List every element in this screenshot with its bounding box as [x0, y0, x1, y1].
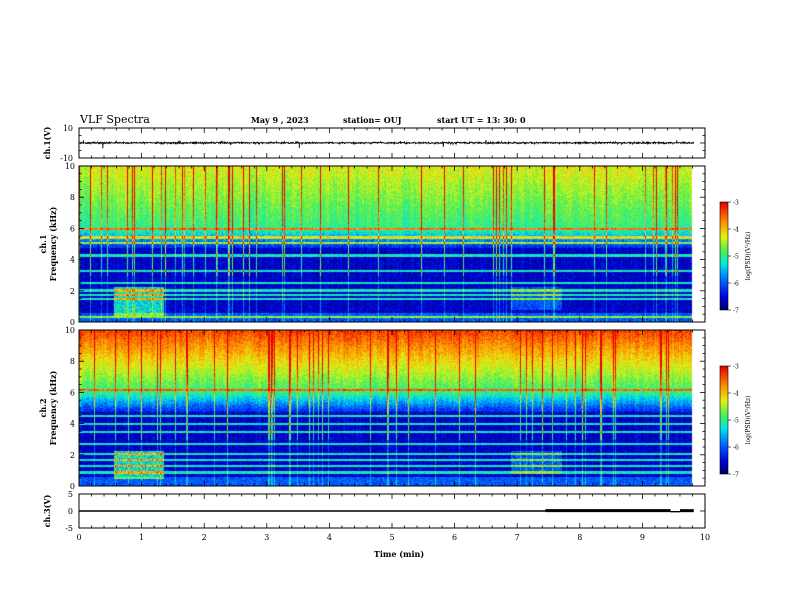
time-axis-label: Time (min) [374, 549, 424, 559]
station-label: station= OUJ [343, 115, 402, 125]
ch2-colorbar: -3 -4 -5 -6 -7 log(PSD)(V²/Hz) [719, 364, 752, 479]
ch1-colorbar-ticks: -3 -4 -5 -6 -7 [728, 200, 739, 315]
colorbar-tick-label: -5 [733, 418, 739, 425]
frequency-tick-label: 10 [65, 326, 75, 335]
frequency-tick-label: 8 [70, 357, 75, 366]
frequency-tick-label: 8 [70, 193, 75, 202]
time-tick-label: 2 [202, 533, 207, 542]
time-tick-label: 4 [327, 533, 332, 542]
ch1-ytick-top: 10 [63, 124, 73, 133]
ch1-xticks [78, 128, 706, 158]
ch3-ytick-bottom: -5 [65, 524, 73, 533]
ch2-colorbar-gradient [720, 366, 728, 474]
frequency-tick-label: 4 [70, 256, 75, 265]
ch1-spectrogram-ylabel-channel: ch.1 [38, 234, 48, 253]
time-tick-label: 6 [452, 533, 457, 542]
colorbar-tick-label: -7 [733, 472, 739, 479]
colorbar-tick-label: -3 [733, 200, 739, 207]
frequency-tick-label: 6 [70, 224, 75, 233]
ch3-waveform-panel: 5 0 -5 ch.3(V) 0 1 2 3 4 5 6 7 8 9 10 [42, 490, 710, 542]
ch1-waveform-trace [78, 139, 695, 146]
colorbar-tick-label: -5 [733, 254, 739, 261]
frequency-tick-label: 10 [65, 162, 75, 171]
colorbar-tick-label: -6 [733, 281, 739, 288]
frequency-tick-label: 0 [70, 318, 75, 327]
ch1-colorbar: -3 -4 -5 -6 -7 log(PSD)(V²/Hz) [719, 200, 752, 315]
time-tick-label: 1 [139, 533, 144, 542]
ch1-colorbar-gradient [720, 202, 728, 310]
time-tick-label: 7 [515, 533, 520, 542]
ch3-xticks: 0 1 2 3 4 5 6 7 8 9 10 [76, 494, 710, 542]
time-tick-label: 8 [577, 533, 582, 542]
ch3-ytick-middle: 0 [68, 507, 73, 516]
colorbar-tick-label: -4 [733, 391, 739, 398]
frequency-tick-label: 4 [70, 420, 75, 429]
ch2-spectrogram-ylabel-frequency: Frequency (kHz) [48, 370, 58, 445]
time-tick-label: 9 [640, 533, 645, 542]
colorbar-tick-label: -4 [733, 227, 739, 234]
ch1-colorbar-label: log(PSD)(V²/Hz) [745, 232, 752, 281]
ch1-spectrogram-yticks: 0 2 4 6 8 10 [65, 162, 705, 327]
frequency-tick-label: 2 [70, 287, 75, 296]
time-tick-label: 3 [264, 533, 269, 542]
date-label: May 9 , 2023 [251, 115, 309, 125]
ch2-colorbar-label: log(PSD)(V²/Hz) [745, 396, 752, 445]
ch1-spectrogram-panel: 0 2 4 6 8 10 ch.1 Frequency (kHz) -3 -4 -5 -6 -7 … [38, 162, 752, 327]
ch1-spectrogram-image [79, 166, 705, 322]
ch2-spectrogram-image [79, 330, 705, 486]
ch2-spectrogram-ylabel-channel: ch.2 [38, 398, 48, 417]
ch2-spectrogram-yticks: 0 2 4 6 8 10 [65, 326, 705, 491]
start-time-label: start UT = 13: 30: 0 [437, 115, 526, 125]
frequency-tick-label: 6 [70, 388, 75, 397]
colorbar-tick-label: -3 [733, 364, 739, 371]
ch1-spectrogram-xticks [78, 166, 706, 322]
time-tick-label: 10 [700, 533, 710, 542]
ch1-ytick-bottom: -10 [60, 154, 73, 163]
ch2-spectrogram-panel: 0 2 4 6 8 10 ch.2 Frequency (kHz) -3 -4 -5 -6 -7 … [38, 326, 752, 491]
colorbar-tick-label: -7 [733, 308, 739, 315]
ch3-waveform-ylabel: ch.3(V) [42, 494, 52, 527]
colorbar-tick-label: -6 [733, 445, 739, 452]
ch3-ytick-top: 5 [68, 490, 73, 499]
figure-title: VLF Spectra [79, 113, 150, 126]
ch2-colorbar-ticks: -3 -4 -5 -6 -7 [728, 364, 739, 479]
frequency-tick-label: 0 [70, 482, 75, 491]
time-tick-label: 0 [76, 533, 81, 542]
frequency-tick-label: 2 [70, 451, 75, 460]
ch2-spectrogram-xticks [78, 330, 706, 486]
ch1-waveform-ylabel: ch.1(V) [42, 126, 52, 159]
ch1-spectrogram-ylabel-frequency: Frequency (kHz) [48, 206, 58, 281]
time-tick-label: 5 [389, 533, 394, 542]
ch1-waveform-panel: 10 -10 ch.1(V) [42, 124, 706, 163]
